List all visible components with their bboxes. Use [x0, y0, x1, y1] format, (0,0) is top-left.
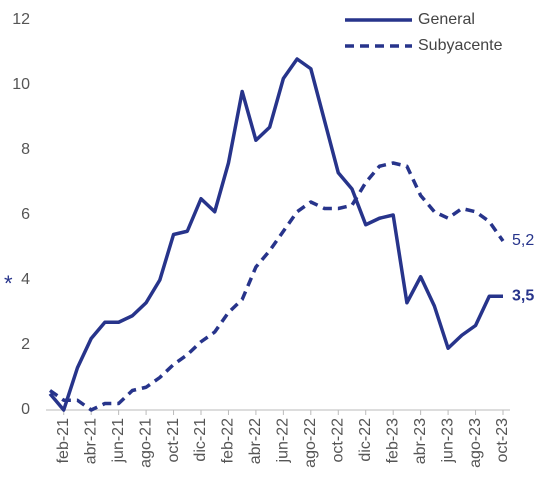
x-tick-label: jun-21 [110, 418, 127, 464]
y-tick-label: 2 [21, 336, 30, 353]
x-tick-label: dic-21 [192, 418, 209, 462]
value-label: 5,2 [512, 232, 534, 249]
x-tick-label: jun-23 [439, 418, 456, 464]
series-line [48, 57, 503, 412]
value-label: 3,5 [512, 287, 534, 304]
x-tick-label: oct-22 [329, 418, 346, 463]
y-tick-label: 4 [21, 271, 30, 288]
y-tick-label: 0 [21, 401, 30, 418]
annotation: * [4, 271, 13, 296]
x-tick-label: ago-22 [302, 418, 319, 468]
series-line [48, 161, 505, 412]
legend-label: Subyacente [418, 37, 503, 54]
x-tick-label: abr-21 [82, 418, 99, 464]
x-tick-label: abr-22 [247, 418, 264, 464]
x-tick-label: ago-23 [467, 418, 484, 468]
x-tick-label: oct-23 [494, 418, 511, 463]
y-tick-label: 8 [21, 141, 30, 158]
x-tick-label: jun-22 [275, 418, 292, 464]
x-tick-label: feb-21 [55, 418, 72, 463]
x-tick-label: ago-21 [137, 418, 154, 468]
y-tick-label: 12 [12, 11, 30, 28]
x-tick-label: oct-21 [165, 418, 182, 463]
x-tick-label: abr-23 [412, 418, 429, 464]
x-tick-label: feb-22 [220, 418, 237, 463]
x-tick-label: feb-23 [384, 418, 401, 463]
x-tick-label: dic-22 [357, 418, 374, 462]
y-tick-label: 10 [12, 76, 30, 93]
y-tick-label: 6 [21, 206, 30, 223]
legend-label: General [418, 11, 475, 28]
